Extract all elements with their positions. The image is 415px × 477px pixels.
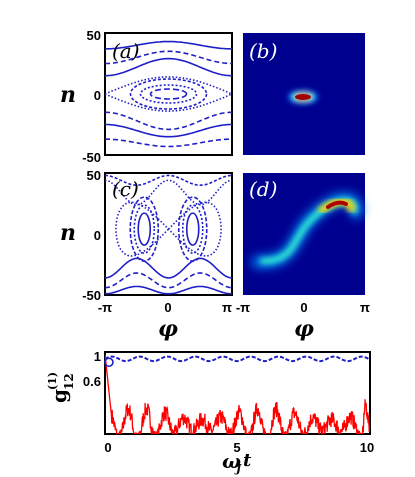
panel-a-frame [104,32,233,156]
panel-e-frame [104,351,371,435]
panel-d-xtick-mid: 0 [300,300,307,315]
panel-e-ylabel-main: g [47,389,71,403]
panel-a-ytick-top: 50 [87,28,101,43]
panel-b-label: (b) [249,39,277,63]
trajectory-open-2 [105,57,232,77]
panel-a-ytick-bottom: -50 [82,150,101,165]
panel-e-xlabel-rest: t [243,450,252,471]
trajectory-closed-2 [149,88,188,100]
panel-d-xtick-right: π [360,300,370,315]
panel-d-xtick-left: -π [236,300,250,315]
trajectory-open-3 [105,111,232,131]
panel-e-xtick-0: 0 [104,440,111,455]
trajectory-open-5 [105,138,232,148]
trajectory-closed-0 [139,84,198,104]
panel-b: (b) [243,33,365,155]
panel-e-ylabel: g (1) 12 [46,372,76,403]
panel-a-ytick-mid: 0 [94,88,101,103]
panel-e-xlabel-main: ω [222,449,241,473]
panel-e-ytick-06: 0.6 [83,374,101,389]
panel-a-ylabel: n [60,82,76,108]
panel-e-series [105,354,370,434]
separatrix-figure-eight [115,201,222,257]
trajectory-open-2 [105,257,232,279]
island-0-orbit-0 [137,212,152,246]
series-coherence-blue [105,355,370,363]
panel-e: 1 0.6 0 5 10 g (1) 12 ω J t [46,349,374,475]
panel-e-ylabel-sub: 12 [62,373,76,390]
trajectory-open-3 [105,272,232,289]
panel-b-density-core [295,94,311,100]
panel-e-ylabel-sup: (1) [46,372,59,390]
panel-e-xlabel: ω J t [222,449,252,475]
trajectory-open-0 [105,40,232,50]
panel-c-xtick-mid: 0 [164,300,171,315]
panel-d-label: (d) [249,177,277,201]
panel-c-frame [104,172,233,296]
trajectory-closed-1 [129,78,208,110]
separatrix-lower [105,93,232,112]
panel-d-xlabel: φ [294,316,314,342]
trajectory-open-4 [105,285,232,295]
island-1-orbit-1 [181,204,204,254]
panel-e-start-marker [104,357,114,368]
panel-c-label: (c) [112,177,139,201]
panel-e-ytick-1: 1 [94,349,101,364]
panel-e-xlabel-sub: J [234,462,242,475]
panel-c-ytick-top: 50 [87,168,101,183]
trajectory-open-0 [105,174,232,187]
panel-a: (a) 50 0 -50 n [60,28,233,165]
panel-a-label: (a) [112,39,140,63]
island-0-orbit-1 [133,204,156,254]
separatrix-upper [105,76,232,95]
panel-c-xtick-left: -π [98,300,112,315]
panel-c-trajectories [105,174,232,295]
panel-e-xtick-10: 10 [360,440,374,455]
panel-c-xlabel: φ [158,316,178,342]
trajectory-open-4 [105,123,232,138]
panel-c-ytick-mid: 0 [94,228,101,243]
panel-a-trajectories [105,40,232,148]
panel-d: (d) -π 0 π φ [236,173,370,342]
series-coherence-red [105,354,370,434]
island-1-orbit-0 [185,212,200,246]
panel-c-xtick-right: π [222,300,232,315]
panel-d-density-peak [326,200,348,209]
panel-e-xtick-5: 5 [233,440,240,455]
trajectory-open-1 [105,50,232,65]
trajectory-open-1 [105,179,232,206]
panel-c-ytick-bottom: -50 [82,288,101,303]
panel-c-ylabel: n [60,220,76,246]
panel-c: (c) 50 0 -50 n -π 0 π φ [60,168,233,342]
